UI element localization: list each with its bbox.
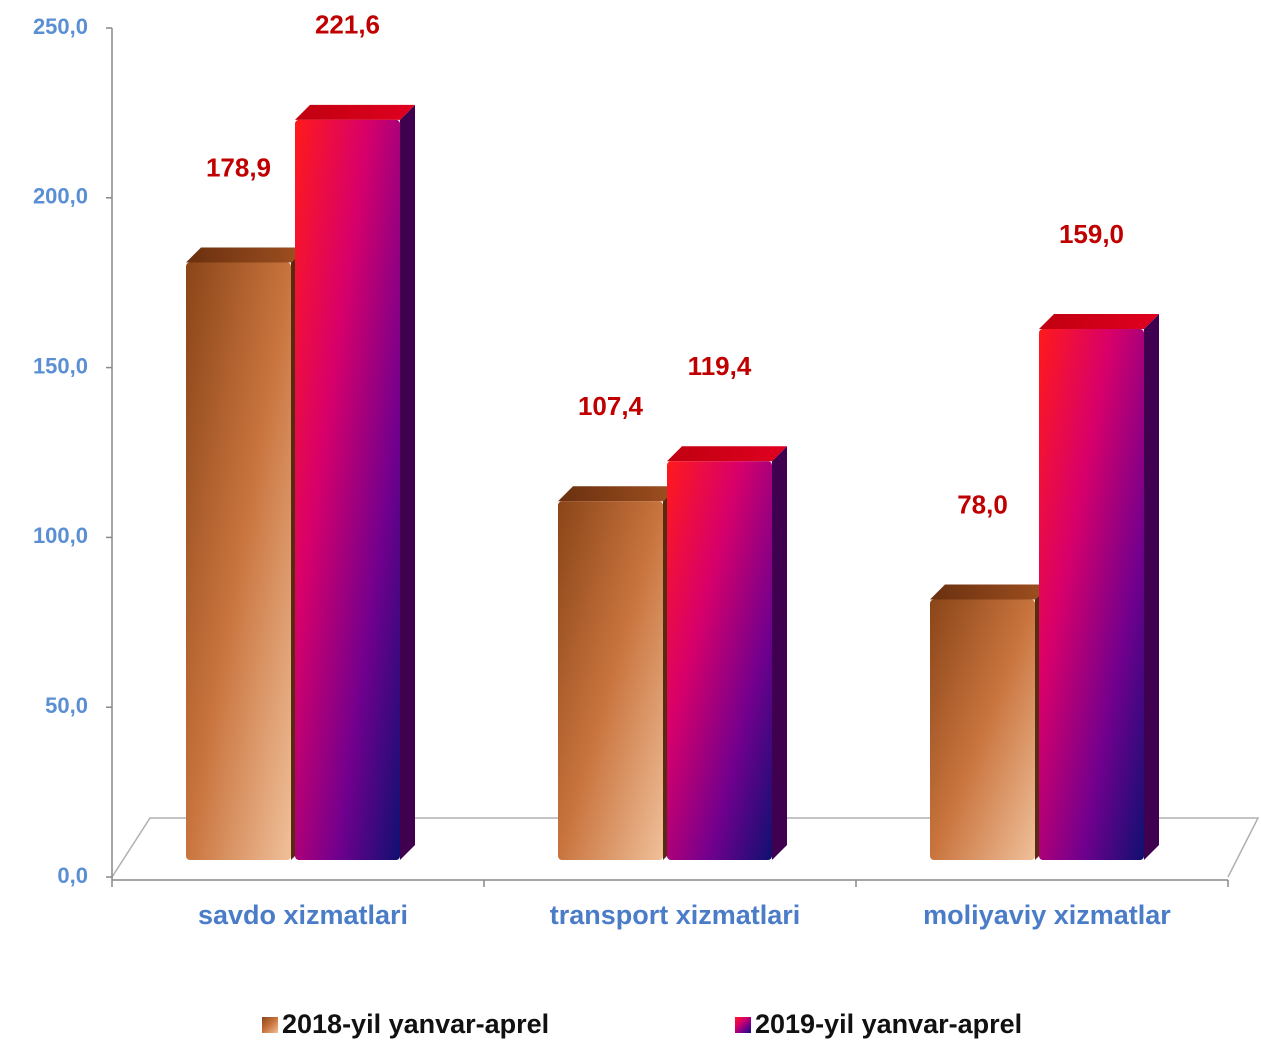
bar-top	[295, 104, 415, 120]
legend-label: 2018-yil yanvar-aprel	[282, 1009, 549, 1039]
y-tick-label: 50,0	[45, 693, 88, 718]
legend-swatch	[262, 1017, 278, 1033]
legend-swatch	[735, 1017, 751, 1033]
bar	[1039, 328, 1144, 860]
value-label: 78,0	[957, 489, 1008, 519]
x-tick-label: moliyaviy xizmatlar	[923, 900, 1171, 930]
bar	[558, 501, 663, 860]
legend-label: 2019-yil yanvar-aprel	[755, 1009, 1022, 1039]
y-tick-label: 250,0	[33, 14, 88, 39]
value-label: 221,6	[315, 10, 380, 40]
bar	[667, 461, 772, 860]
value-label: 159,0	[1059, 219, 1124, 249]
bar-top	[667, 446, 787, 462]
bar-side	[1144, 313, 1159, 860]
value-label: 178,9	[206, 152, 271, 182]
bar-side	[772, 446, 787, 860]
bar	[295, 119, 400, 860]
bar-top	[1039, 313, 1159, 329]
y-tick-label: 100,0	[33, 523, 88, 548]
y-tick-label: 150,0	[33, 353, 88, 378]
bar	[186, 262, 291, 860]
bar-top	[930, 584, 1050, 600]
bar-top	[558, 486, 678, 502]
x-tick-label: savdo xizmatlari	[198, 900, 408, 930]
bar-side	[400, 104, 415, 860]
bar	[930, 599, 1035, 860]
y-tick-label: 0,0	[57, 863, 88, 888]
bar-top	[186, 247, 306, 263]
y-tick-label: 200,0	[33, 184, 88, 209]
value-label: 107,4	[578, 391, 644, 421]
value-label: 119,4	[688, 351, 752, 381]
x-tick-label: transport xizmatlari	[550, 900, 801, 930]
